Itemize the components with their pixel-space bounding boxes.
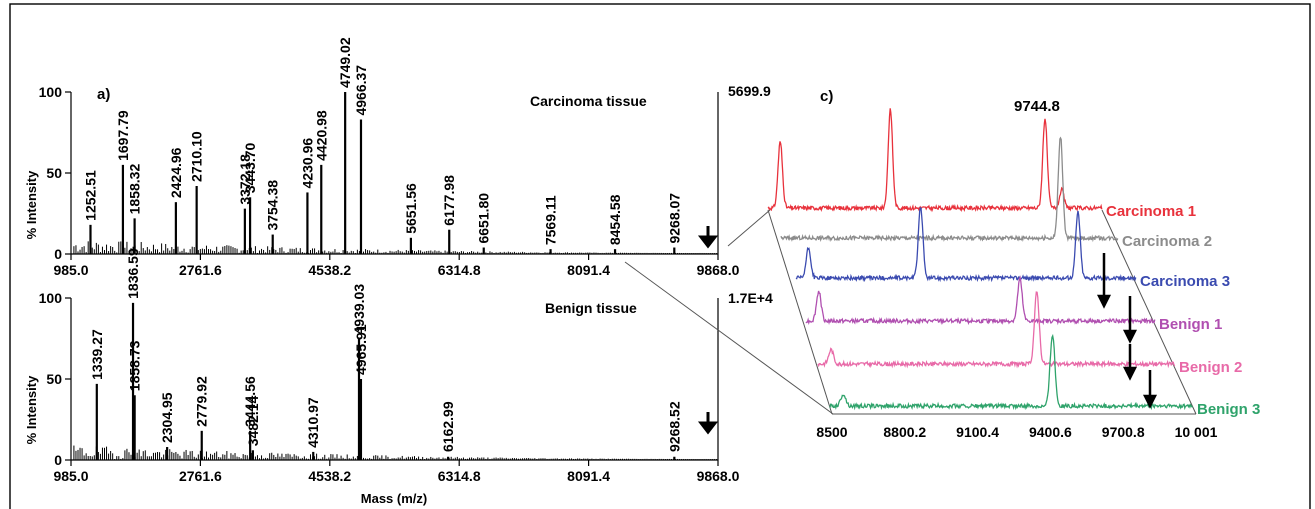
x-tick-label: 9868.0: [697, 468, 740, 484]
c-left-edge: [767, 209, 833, 415]
y-tick-label: 100: [39, 290, 63, 306]
trace-benign-1: [805, 275, 1156, 326]
y-tick-label: 50: [46, 371, 62, 387]
x-tick-label: 8091.4: [567, 468, 610, 484]
c-x-tick-label: 10 001: [1175, 424, 1218, 440]
series-label: Carcinoma 1: [1106, 203, 1196, 220]
trace-carcinoma-1: [767, 108, 1103, 213]
c-x-tick-label: 9100.4: [956, 424, 999, 440]
peak-label: 3444.56: [242, 376, 258, 427]
benign-title: Benign tissue: [545, 300, 637, 316]
peak-label: 2424.96: [168, 147, 184, 198]
down-arrow-4: [1142, 370, 1158, 409]
x-tick-label: 6314.8: [438, 262, 481, 278]
c-x-tick-label: 8500: [816, 424, 847, 440]
c-x-tick-label: 9700.8: [1102, 424, 1145, 440]
benign-max-intensity: 1.7E+4: [728, 290, 773, 306]
peak-label: 3482.14: [245, 395, 261, 446]
x-tick-label: 985.0: [53, 262, 88, 278]
series-label: Benign 1: [1159, 316, 1222, 333]
figure-border: [9, 3, 1311, 509]
peak-label: 3372.18: [237, 154, 253, 205]
peak-label: 9268.07: [666, 193, 682, 244]
series-label: Benign 2: [1179, 359, 1242, 376]
series-label: Carcinoma 3: [1140, 273, 1230, 290]
x-tick-label: 8091.4: [567, 262, 610, 278]
carcinoma-max-intensity: 5699.9: [728, 83, 771, 99]
peak-label: 1339.27: [89, 329, 105, 380]
peak-label: 1697.79: [115, 110, 131, 161]
c-x-tick-label: 8800.2: [883, 424, 926, 440]
peak-label: 6177.98: [441, 175, 457, 226]
trace-carcinoma-2: [780, 136, 1119, 243]
peak-label: 4749.02: [337, 37, 353, 88]
carcinoma-down-arrow: [697, 226, 719, 249]
peak-label: 1252.51: [82, 170, 98, 221]
panel-c-label: c): [820, 88, 833, 105]
benign-x-axis-label: Mass (m/z): [361, 491, 427, 506]
trace-benign-3: [829, 333, 1193, 411]
peak-label: 3443.70: [242, 142, 258, 193]
peak-label: 4420.98: [313, 110, 329, 161]
panel-benign: Benign tissue 1.7E+4 % Intensity Mass (m…: [24, 248, 773, 506]
x-tick-label: 2761.6: [179, 468, 222, 484]
carcinoma-title: Carcinoma tissue: [530, 93, 647, 109]
down-arrow-3: [1122, 344, 1138, 381]
peak-label: 4230.96: [299, 138, 315, 189]
x-tick-label: 2761.6: [179, 262, 222, 278]
y-tick-label: 100: [39, 84, 63, 100]
x-tick-label: 9868.0: [697, 262, 740, 278]
peak-label: 4310.97: [305, 397, 321, 448]
x-tick-label: 6314.8: [438, 468, 481, 484]
x-tick-label: 4538.2: [308, 468, 351, 484]
c-x-tick-label: 9400.6: [1029, 424, 1072, 440]
series-label: Carcinoma 2: [1122, 233, 1212, 250]
panel-carcinoma: a) Carcinoma tissue 5699.9 % Intensity 0…: [24, 37, 771, 278]
peak-label: 1858.32: [127, 164, 143, 215]
zoom-connector-bottom: [624, 261, 834, 415]
panel-a-label: a): [97, 86, 110, 103]
zoom-connector-top: [727, 209, 771, 247]
down-arrow-2: [1122, 296, 1138, 344]
peak-label: 7569.11: [543, 195, 559, 245]
peak-annotation-9744: 9744.8: [1014, 98, 1060, 115]
peak-label: 4939.03: [351, 284, 367, 335]
peak-label: 1858.73: [127, 340, 143, 391]
carcinoma-y-axis-label: % Intensity: [24, 170, 39, 239]
c-right-edge: [1101, 209, 1197, 415]
peak-label: 2304.95: [159, 392, 175, 443]
peak-label: 5651.56: [403, 183, 419, 234]
peak-label: 1836.59: [125, 248, 141, 299]
peak-label: 8454.58: [607, 194, 623, 245]
peak-label: 4966.37: [353, 65, 369, 116]
panel-zoom-stack: c) 9744.8 8500 8800.2 9100.4 9400.6 9700.8 10…: [767, 88, 1260, 440]
down-arrow-1: [1096, 253, 1112, 309]
peak-label: 2710.10: [189, 131, 205, 182]
x-tick-label: 985.0: [53, 468, 88, 484]
x-tick-label: 4538.2: [308, 262, 351, 278]
peak-label: 3754.38: [265, 180, 281, 231]
trace-benign-2: [817, 291, 1176, 369]
benign-down-arrow: [697, 412, 719, 435]
peak-label: 9268.52: [666, 401, 682, 452]
series-label: Benign 3: [1197, 401, 1260, 418]
peak-label: 6651.80: [476, 193, 492, 244]
peak-label: 4965.91: [353, 324, 369, 375]
benign-y-axis-label: % Intensity: [24, 375, 39, 444]
y-tick-label: 0: [54, 246, 62, 262]
y-tick-label: 50: [46, 165, 62, 181]
peak-label: 6162.99: [440, 401, 456, 452]
y-tick-label: 0: [54, 452, 62, 468]
peak-label: 2779.92: [194, 376, 210, 427]
trace-carcinoma-3: [795, 206, 1137, 283]
